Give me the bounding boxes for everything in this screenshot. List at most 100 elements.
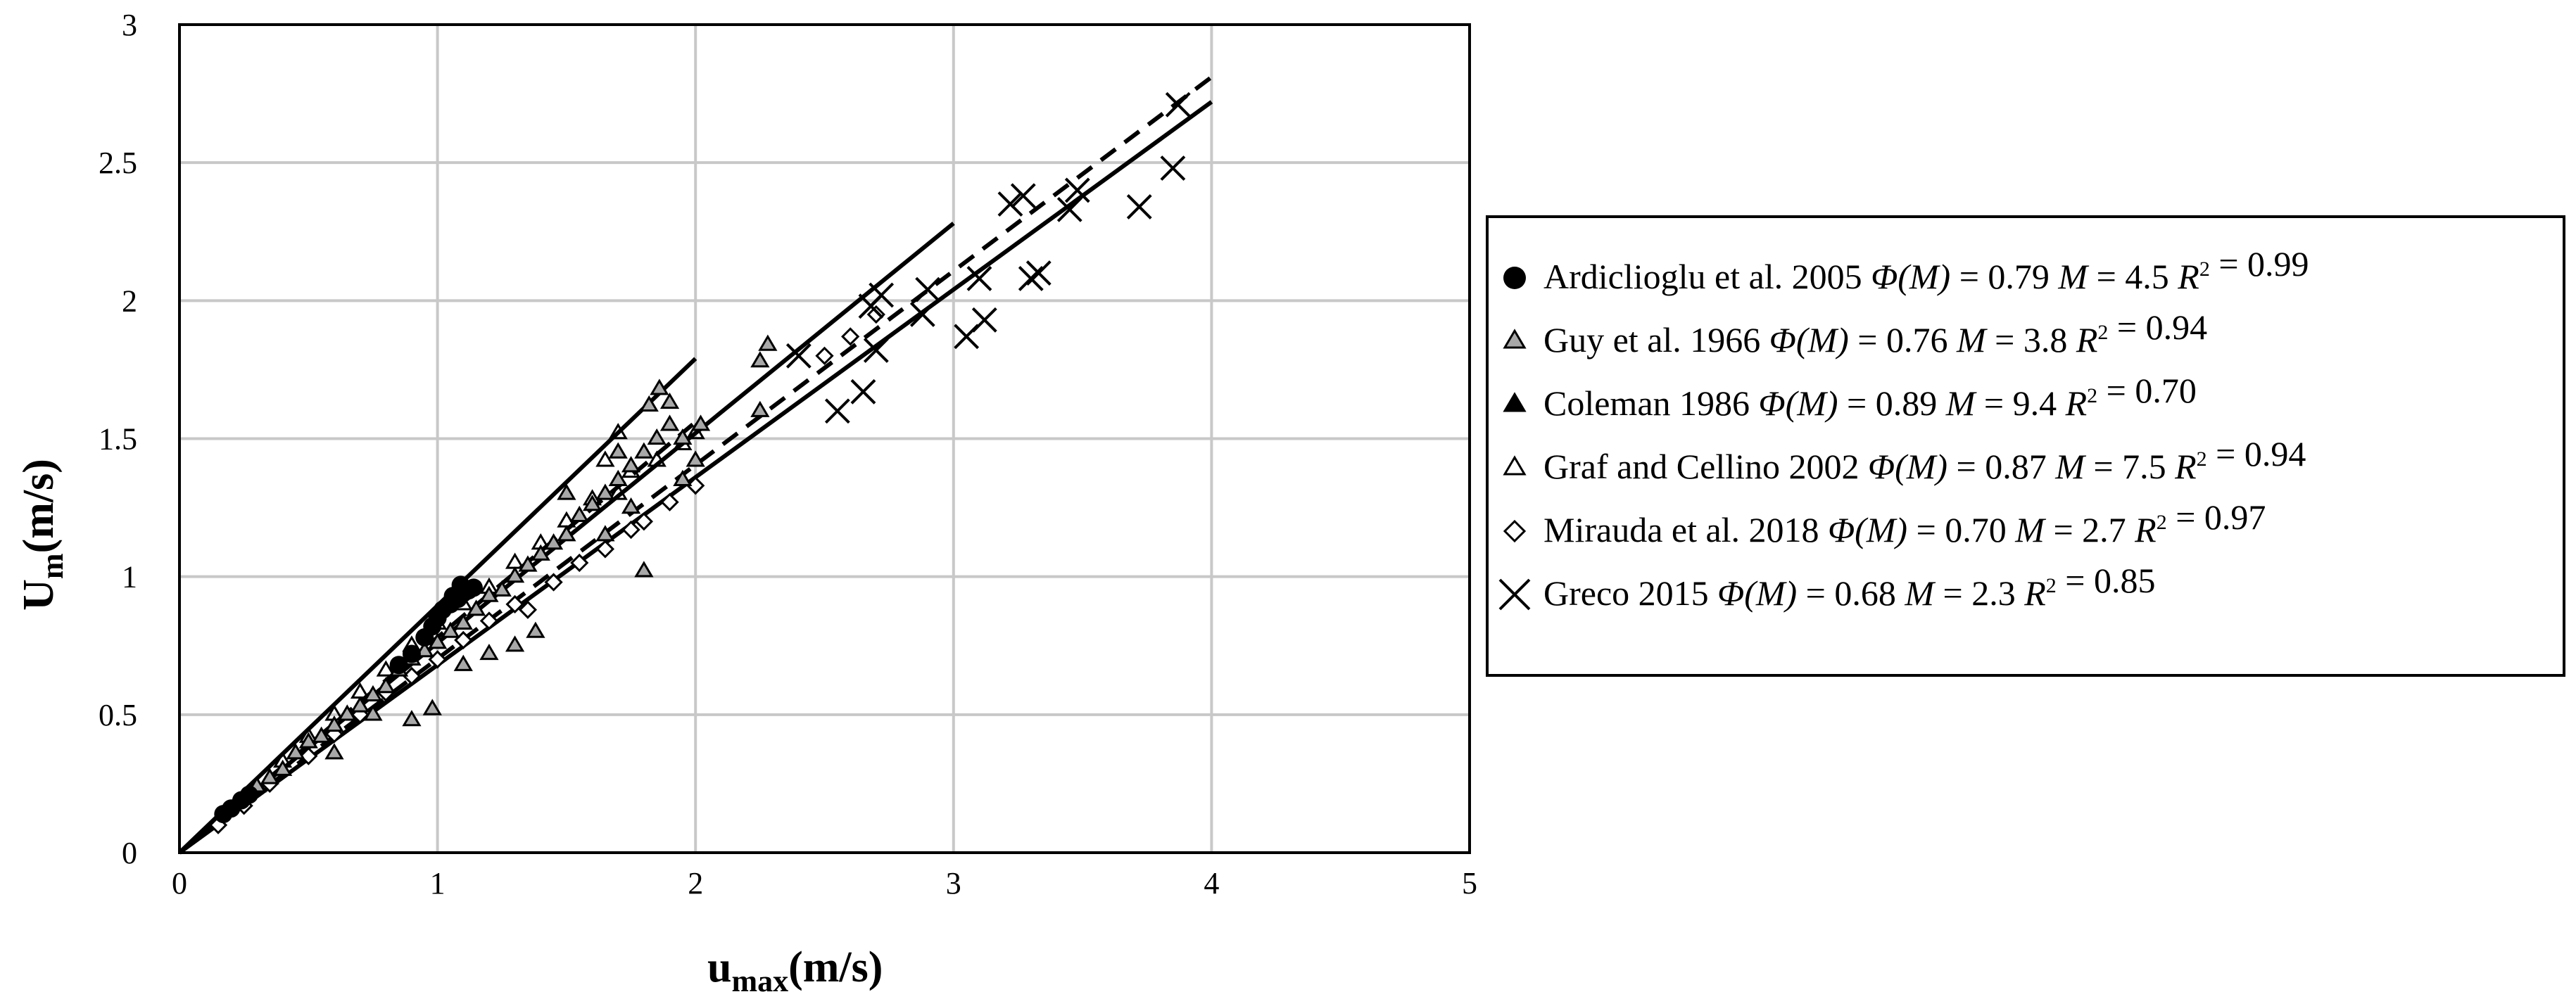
marker-point [660, 492, 679, 511]
x-axis-unit: (m/s) [788, 943, 883, 991]
marker-point [758, 334, 778, 351]
marker-point [298, 732, 318, 749]
legend-item: Greco 2015 Φ(M) = 0.68 M = 2.3 R2 = 0.85 [1498, 561, 2155, 613]
marker-point [402, 644, 421, 663]
marker-point [673, 469, 693, 486]
marker-point [1018, 266, 1044, 291]
legend-item: Coleman 1986 Φ(M) = 0.89 M = 9.4 R2 = 0.… [1503, 371, 2197, 423]
x-axis-sub: max [731, 964, 788, 998]
marker-point [479, 585, 499, 602]
marker-point [634, 512, 654, 531]
marker-point [531, 544, 550, 561]
marker-point [824, 398, 850, 424]
marker-point [505, 635, 525, 652]
marker-point [273, 759, 293, 776]
legend-label: Coleman 1986 Φ(M) = 0.89 M = 9.4 R2 = 0.… [1543, 371, 2197, 423]
grid-lines [179, 25, 1470, 853]
marker-point [850, 378, 876, 405]
marker-point [621, 497, 641, 514]
marker-point [479, 611, 499, 630]
x-tick-label: 5 [1462, 866, 1477, 901]
x-tick-label: 3 [946, 866, 961, 901]
marker-point [376, 660, 396, 677]
marker-point [337, 704, 357, 721]
y-axis-sub: m [35, 553, 70, 579]
marker-point [869, 282, 895, 308]
legend-box [1486, 215, 2565, 677]
marker-point [453, 654, 473, 671]
marker-point [1010, 183, 1036, 209]
marker-point [479, 643, 499, 661]
data-points [208, 91, 1191, 834]
marker-point [453, 613, 473, 630]
marker-point [1503, 267, 1526, 289]
marker-point [909, 302, 935, 327]
x-axis-main: u [707, 943, 731, 991]
marker-point [1056, 196, 1082, 222]
y-tick-label: 2.5 [99, 146, 137, 180]
marker-point [608, 483, 628, 500]
marker-point [673, 428, 693, 445]
marker-point [634, 561, 654, 578]
marker-point [505, 566, 525, 583]
marker-point [239, 785, 258, 804]
marker-point [518, 600, 538, 619]
marker-point [526, 621, 545, 638]
marker-point [647, 428, 667, 445]
legend-label: Guy et al. 1966 Φ(M) = 0.76 M = 3.8 R2 =… [1543, 307, 2207, 359]
marker-point [621, 456, 641, 473]
marker-point [1165, 91, 1191, 117]
x-tick-label: 2 [688, 866, 703, 901]
marker-point [1160, 155, 1186, 181]
marker-point [595, 450, 615, 467]
marker-point [997, 191, 1023, 217]
marker-point [915, 276, 941, 303]
marker-point [376, 677, 396, 694]
marker-point [750, 400, 770, 417]
marker-point [595, 525, 615, 542]
x-tick-labels: 0 1 2 3 4 5 [172, 866, 1477, 901]
marker-point [1498, 578, 1531, 611]
marker-point [866, 305, 885, 324]
marker-point [543, 533, 564, 550]
legend-item: Mirauda et al. 2018 Φ(M) = 0.70 M = 2.7 … [1503, 497, 2266, 549]
marker-point [569, 505, 589, 522]
marker-point [1025, 260, 1052, 286]
series-group [208, 305, 885, 834]
dashed-fit-line [178, 75, 1213, 855]
marker-point [621, 520, 640, 540]
marker-point [608, 469, 628, 486]
plot-border [178, 23, 1471, 854]
marker-point [647, 450, 667, 467]
marker-point [582, 495, 602, 511]
marker-point [557, 483, 576, 500]
marker-point [492, 580, 512, 597]
marker-point [505, 552, 525, 569]
marker-point [299, 746, 318, 765]
marker-point [570, 553, 589, 573]
y-tick-label: 2 [122, 284, 137, 318]
marker-point [841, 327, 860, 346]
marker-point [518, 555, 538, 572]
legend-label: Mirauda et al. 2018 Φ(M) = 0.70 M = 2.7 … [1543, 497, 2266, 549]
marker-point [363, 685, 383, 701]
y-axis-title: Um(m/s) [15, 459, 70, 611]
y-tick-label: 0 [122, 836, 137, 870]
legend-label: Greco 2015 Φ(M) = 0.68 M = 2.3 R2 = 0.85 [1543, 561, 2155, 613]
marker-point [423, 617, 442, 636]
x-axis-title: umax(m/s) [707, 943, 883, 998]
marker-point [1503, 392, 1527, 412]
marker-point [785, 343, 812, 369]
marker-point [966, 266, 992, 291]
marker-point [690, 414, 711, 431]
marker-point [1503, 329, 1527, 349]
y-axis-main: U [15, 579, 63, 611]
y-tick-label: 3 [122, 8, 137, 42]
marker-point [686, 423, 705, 440]
marker-point [650, 378, 669, 395]
marker-point [659, 414, 680, 431]
y-tick-label: 0.5 [99, 698, 137, 732]
marker-point [971, 307, 997, 333]
marker-point [466, 599, 486, 616]
